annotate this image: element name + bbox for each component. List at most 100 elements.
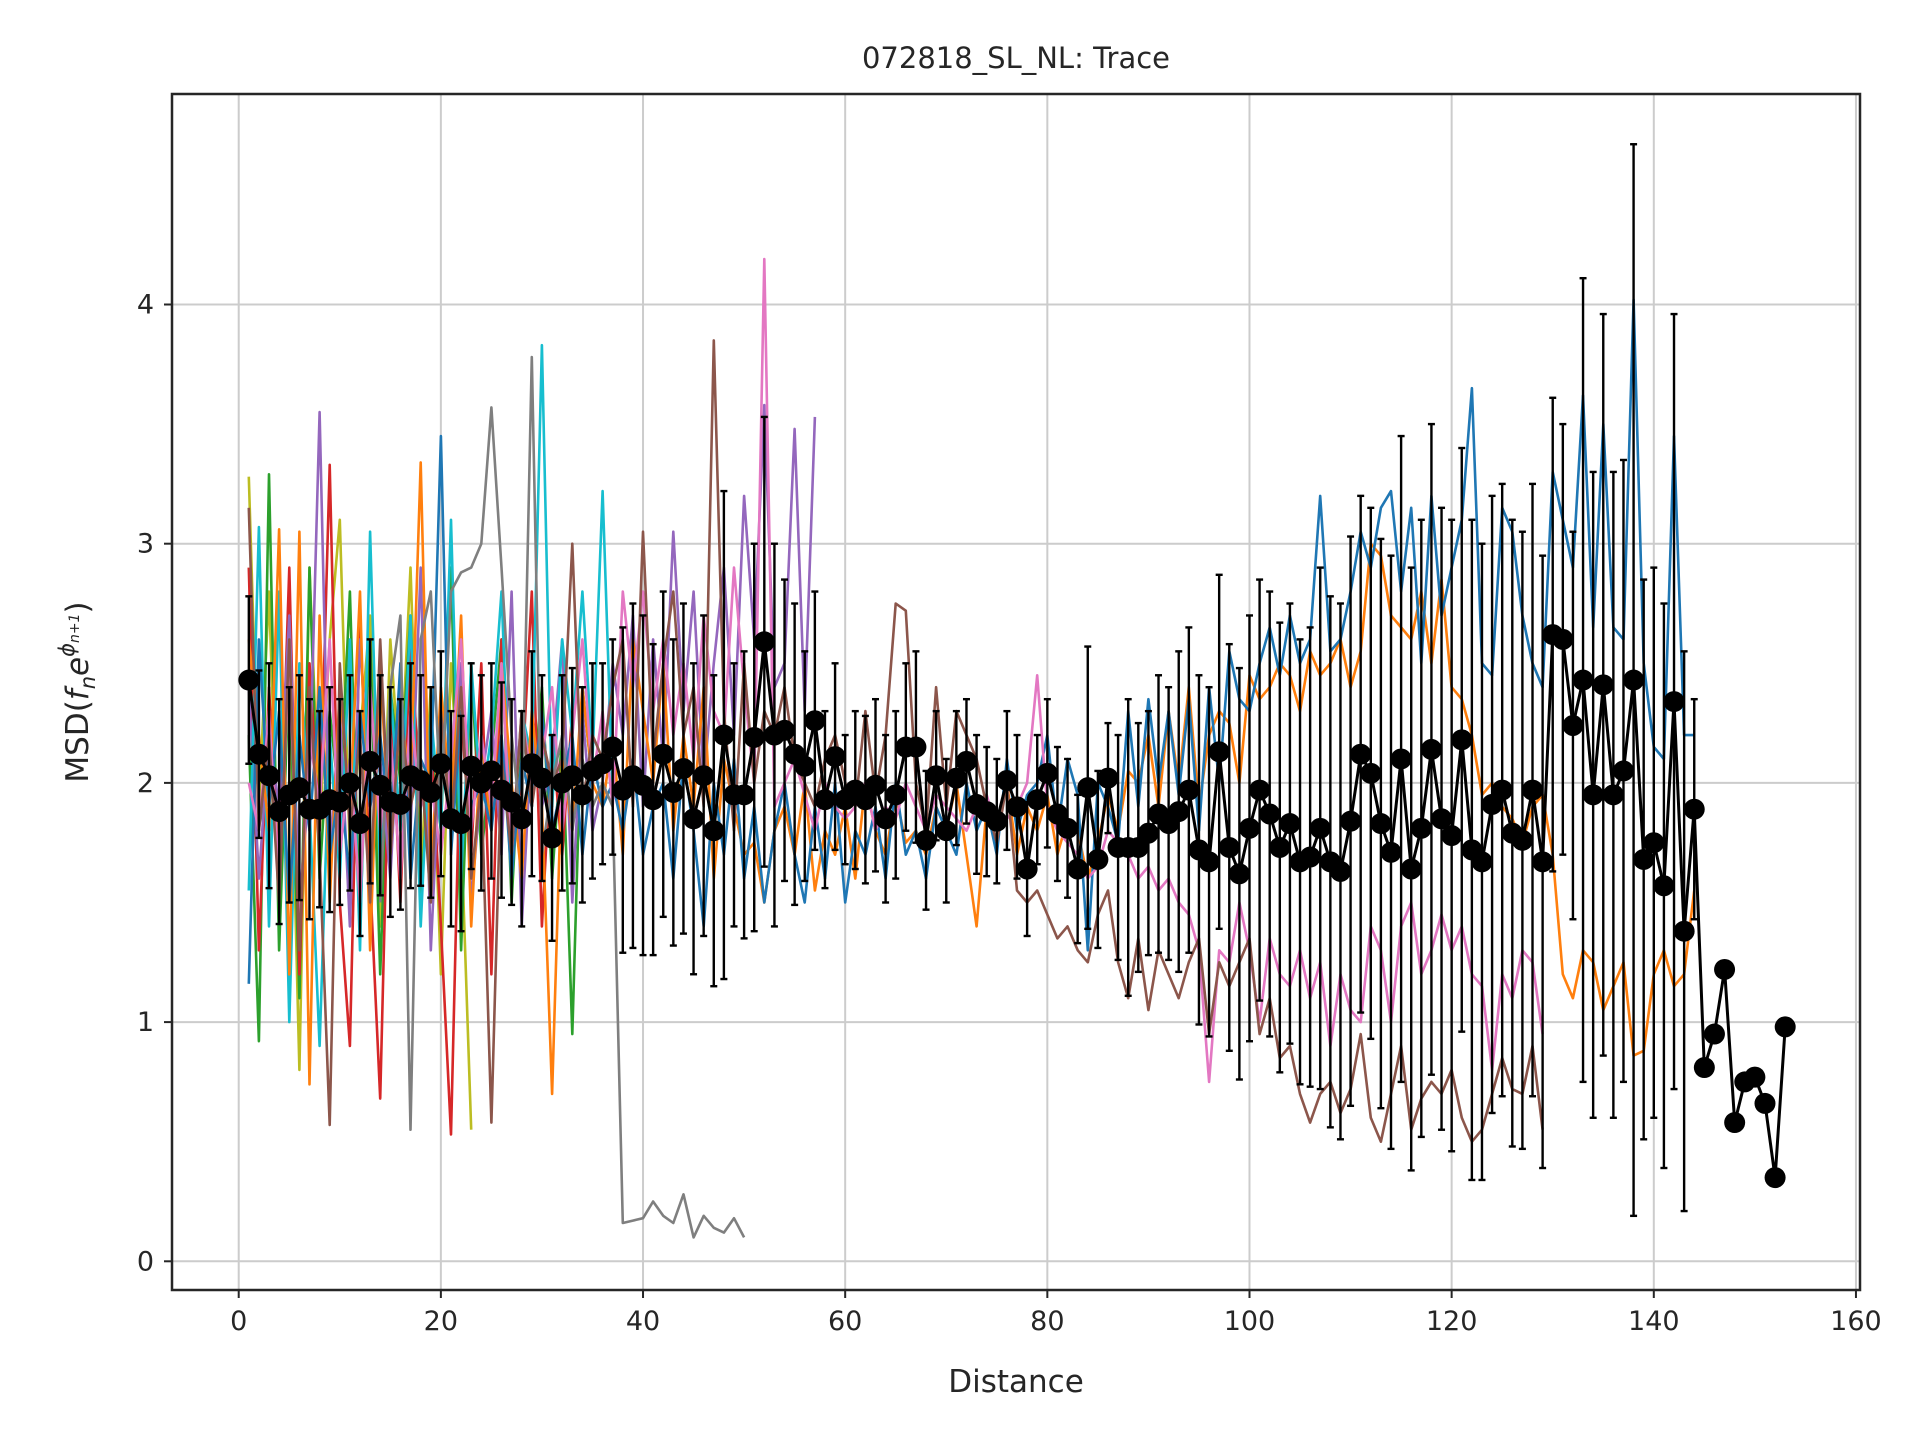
y-label-close: )	[60, 601, 96, 613]
mean-point	[774, 719, 796, 741]
mean-point	[1471, 851, 1493, 873]
y-tick-label: 1	[137, 1007, 154, 1038]
x-tick-label: 120	[1426, 1306, 1478, 1337]
mean-point	[1016, 858, 1038, 880]
chart-title: 072818_SL_NL: Trace	[862, 41, 1170, 75]
mean-point	[1400, 858, 1422, 880]
mean-point	[1724, 1112, 1746, 1134]
mean-point	[814, 789, 836, 811]
trace-series-line	[247, 339, 1544, 1143]
mean-point	[1036, 762, 1058, 784]
x-tick-label: 100	[1224, 1306, 1276, 1337]
y-tick-label: 3	[137, 529, 154, 560]
mean-trace	[238, 624, 1796, 1189]
mean-point	[1612, 760, 1634, 782]
mean-point	[339, 772, 361, 794]
mean-point	[713, 724, 735, 746]
mean-point	[238, 669, 260, 691]
y-label-superscript-sub: n+1	[67, 614, 83, 644]
mean-point	[248, 743, 270, 765]
mean-point	[1178, 779, 1200, 801]
y-tick-label: 4	[137, 289, 154, 320]
mean-point	[1774, 1016, 1796, 1038]
mean-point	[1168, 801, 1190, 823]
mean-point	[672, 758, 694, 780]
x-tick-label: 160	[1830, 1306, 1882, 1337]
mean-point	[359, 750, 381, 772]
mean-point	[1522, 779, 1544, 801]
mean-point	[1137, 822, 1159, 844]
mean-point	[1592, 674, 1614, 696]
mean-point	[703, 820, 725, 842]
mean-point	[733, 784, 755, 806]
mean-point	[1350, 743, 1372, 765]
mean-point	[1309, 817, 1331, 839]
mean-point	[1754, 1092, 1776, 1114]
mean-point	[1663, 691, 1685, 713]
mean-point	[329, 791, 351, 813]
mean-point	[1673, 920, 1695, 942]
mean-point	[1097, 767, 1119, 789]
x-tick-label: 40	[626, 1306, 660, 1337]
x-tick-label: 0	[230, 1306, 247, 1337]
mean-point	[986, 810, 1008, 832]
mean-point	[875, 808, 897, 830]
mean-point	[1744, 1066, 1766, 1088]
x-tick-label: 60	[828, 1306, 862, 1337]
mean-point	[1420, 738, 1442, 760]
mean-point	[662, 781, 684, 803]
mean-point	[1410, 817, 1432, 839]
mean-point	[541, 827, 563, 849]
mean-point	[753, 631, 775, 653]
mean-point	[389, 793, 411, 815]
mean-point	[1643, 832, 1665, 854]
mean-point	[1633, 848, 1655, 870]
mean-point	[1491, 779, 1513, 801]
mean-point	[1249, 779, 1271, 801]
mean-point	[804, 710, 826, 732]
mean-point	[1259, 803, 1281, 825]
mean-point	[955, 750, 977, 772]
y-tick-label: 2	[137, 768, 154, 799]
mean-point	[1703, 1023, 1725, 1045]
mean-point	[561, 765, 583, 787]
mean-point	[1329, 860, 1351, 882]
y-label-e: e	[60, 657, 96, 676]
mean-point	[1269, 836, 1291, 858]
mean-point	[1067, 858, 1089, 880]
mean-point	[1390, 748, 1412, 770]
mean-point	[996, 770, 1018, 792]
mean-point	[1077, 777, 1099, 799]
mean-point	[1057, 817, 1079, 839]
mean-point	[531, 767, 553, 789]
mean-point	[1582, 784, 1604, 806]
mean-point	[1228, 863, 1250, 885]
mean-point	[1370, 813, 1392, 835]
mean-point	[1511, 829, 1533, 851]
mean-point	[450, 813, 472, 835]
x-axis-label: Distance	[948, 1364, 1084, 1400]
mean-point	[1764, 1167, 1786, 1189]
mean-point	[693, 765, 715, 787]
mean-point	[602, 736, 624, 758]
mean-point	[925, 765, 947, 787]
mean-point	[1360, 762, 1382, 784]
mean-point	[945, 767, 967, 789]
mean-point	[1299, 846, 1321, 868]
y-label-prefix: MSD(	[60, 700, 96, 782]
x-tick-label: 20	[424, 1306, 458, 1337]
mean-point	[865, 774, 887, 796]
mean-point	[1006, 796, 1028, 818]
y-tick-label: 0	[137, 1246, 154, 1277]
mean-point	[369, 774, 391, 796]
mean-point	[1532, 851, 1554, 873]
mean-point	[1572, 669, 1594, 691]
mean-point	[592, 753, 614, 775]
mean-point	[824, 746, 846, 768]
mean-point	[1451, 729, 1473, 751]
mean-point	[1562, 714, 1584, 736]
mean-point	[1693, 1057, 1715, 1079]
mean-point	[1653, 875, 1675, 897]
x-tick-label: 140	[1628, 1306, 1680, 1337]
